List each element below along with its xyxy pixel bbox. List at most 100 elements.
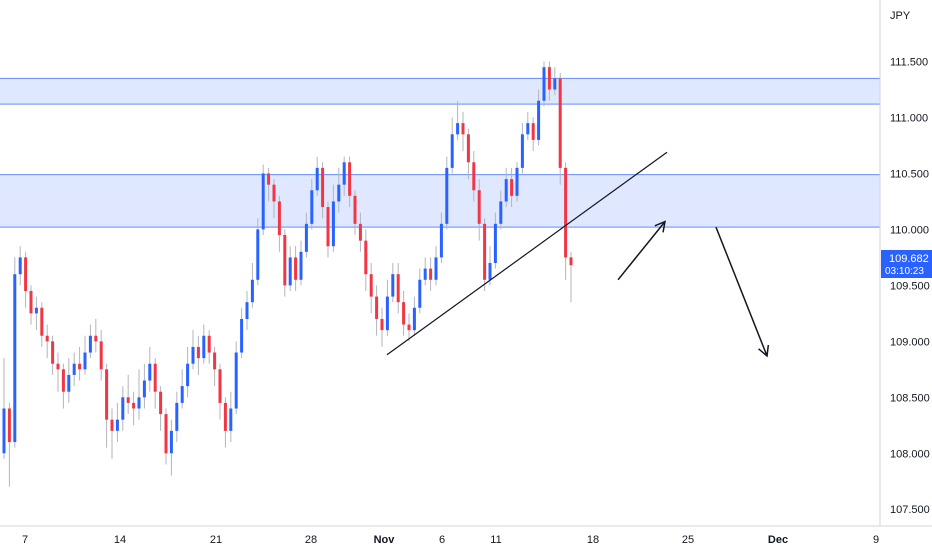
candle-body (461, 123, 465, 135)
candle-body (164, 414, 168, 454)
candle-body (396, 274, 400, 303)
candle-body (121, 397, 125, 420)
candle-body (304, 223, 308, 252)
candle-body (223, 402, 227, 431)
candle-body (40, 307, 44, 336)
candle-body (504, 179, 508, 202)
candle-body (456, 123, 460, 135)
candle-body (148, 363, 152, 381)
last-price-badge (881, 250, 932, 278)
candle-body (72, 363, 76, 375)
candle-body (169, 430, 173, 454)
candle-body (256, 229, 260, 280)
time-tick-label: Nov (374, 534, 396, 546)
time-tick-label: 18 (587, 534, 599, 546)
candle-body (34, 307, 38, 314)
candle-body (267, 173, 271, 185)
price-tick-label: 107.500 (890, 504, 930, 516)
candle-body (412, 307, 416, 331)
arrow-up-head (654, 220, 666, 233)
time-tick-label: 25 (682, 534, 694, 546)
candle-body (261, 173, 265, 230)
candle-body (218, 369, 222, 403)
arrow-down-head (758, 344, 770, 358)
candle-body (369, 274, 373, 297)
arrow-down-shaft (715, 226, 768, 357)
price-tick-label: 108.500 (890, 392, 930, 404)
candle-body (348, 162, 352, 196)
candle-body (13, 274, 17, 443)
candle-body (391, 274, 395, 297)
candle-body (439, 223, 443, 258)
candle-body (358, 223, 362, 241)
price-tick-label: 111.500 (890, 57, 928, 69)
candle-body (553, 78, 557, 90)
zones-layer (0, 77, 880, 228)
candle-body (126, 397, 130, 403)
candle-body (477, 190, 481, 224)
candle-body (429, 268, 433, 280)
candle-body (7, 408, 11, 443)
candle-body (207, 335, 211, 353)
time-tick-label: 7 (22, 534, 28, 546)
candle-body (558, 78, 562, 168)
candle-body (488, 263, 492, 280)
candle-body (67, 374, 71, 392)
candle-body (240, 318, 244, 353)
price-tick-label: 108.000 (890, 448, 930, 460)
candle-body (234, 352, 238, 409)
candle-body (342, 162, 346, 185)
candle-body (180, 386, 184, 403)
candle-body (423, 268, 427, 280)
candle-body (245, 302, 249, 319)
candle-body (272, 184, 276, 202)
candle-body (29, 290, 33, 314)
candle-body (321, 167, 325, 208)
candle-body (380, 318, 384, 331)
currency-label: JPY (890, 10, 911, 22)
candle-body (250, 279, 254, 303)
candle-body (288, 257, 292, 286)
candle-body (385, 296, 389, 331)
zone-2 (0, 174, 880, 228)
time-tick-label: 6 (439, 534, 445, 546)
candle-body (2, 408, 6, 454)
candle-body (564, 167, 568, 258)
candle-body (569, 257, 573, 266)
candle-body (191, 346, 195, 364)
candle-body (18, 257, 22, 275)
price-axis[interactable]: 111.500 111.000 110.500 110.000 109.500 109.0… (890, 57, 930, 517)
time-tick-label: 28 (305, 534, 317, 546)
candle-body (375, 296, 379, 319)
candle-body (537, 100, 541, 140)
candle-body (331, 201, 335, 247)
candle-body (137, 397, 141, 409)
candle-body (45, 335, 49, 342)
time-tick-label: 9 (873, 534, 879, 546)
countdown-timer: 03:10:23 (885, 266, 924, 277)
candle-body (434, 257, 438, 280)
candle-body (202, 335, 206, 359)
time-axis[interactable]: 7 14 21 28 Nov 6 11 18 25 Dec 9 (22, 534, 879, 546)
candle-body (175, 402, 179, 431)
time-tick-label: 14 (114, 534, 126, 546)
candle-body (418, 279, 422, 308)
candle-body (520, 134, 524, 168)
candle-body (526, 123, 530, 135)
candle-body (88, 335, 92, 353)
candle-body (229, 408, 233, 431)
last-price-value: 109.682 (889, 253, 929, 265)
candle-body (542, 67, 546, 101)
candle-body (310, 190, 314, 224)
candle-body (213, 352, 217, 370)
candle-body (196, 346, 200, 359)
price-tick-label: 110.500 (890, 168, 929, 180)
candle-body (402, 302, 406, 325)
candle-body (159, 391, 163, 415)
arrow-up-shaft (617, 221, 666, 281)
candle-body (353, 195, 357, 224)
candle-body (531, 123, 535, 140)
candle-body (115, 419, 119, 431)
